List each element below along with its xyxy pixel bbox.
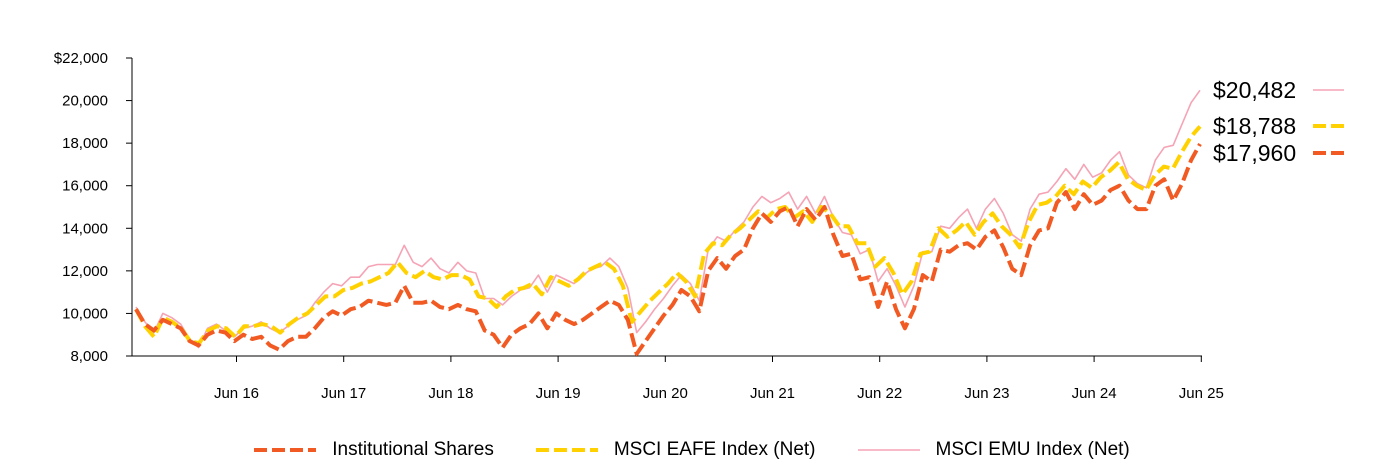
y-tick-label: 14,000 xyxy=(62,220,108,237)
x-tick-label: Jun 20 xyxy=(643,385,688,402)
y-tick-label: 8,000 xyxy=(70,348,108,365)
line-chart: $22,000 20,000 18,000 16,000 14,000 12,000 10,… xyxy=(54,50,1344,402)
series-line-institutional-shares xyxy=(134,143,1202,356)
legend-label-institutional-shares: Institutional Shares xyxy=(332,439,494,460)
y-axis: $22,000 20,000 18,000 16,000 14,000 12,000 10,… xyxy=(54,50,133,365)
legend-label-msci-emu: MSCI EMU Index (Net) xyxy=(935,439,1130,460)
y-tick-label: 10,000 xyxy=(62,305,108,322)
series-line-msci-eafe-index-net xyxy=(134,125,1202,346)
x-tick-label: Jun 18 xyxy=(428,385,473,402)
end-value-label: $18,788 xyxy=(1213,113,1296,139)
legend-label-msci-eafe: MSCI EAFE Index (Net) xyxy=(613,439,816,460)
x-tick-label: Jun 25 xyxy=(1179,385,1224,402)
y-tick-label: $22,000 xyxy=(54,50,108,67)
legend-item-msci-emu: MSCI EMU Index (Net) xyxy=(857,439,1130,461)
x-tick-label: Jun 23 xyxy=(964,385,1009,402)
x-tick-label: Jun 24 xyxy=(1072,385,1117,402)
legend-swatch-msci-emu xyxy=(857,449,920,451)
legend: Institutional Shares MSCI EAFE Index (Ne… xyxy=(0,436,1384,464)
end-value-label: $17,960 xyxy=(1213,140,1296,166)
y-tick-label: 18,000 xyxy=(62,135,108,152)
x-tick-label: Jun 19 xyxy=(536,385,581,402)
legend-swatch-institutional-shares xyxy=(254,448,317,452)
end-labels: $20,482 $18,788$17,960 xyxy=(1213,77,1344,166)
x-tick-label: Jun 22 xyxy=(857,385,902,402)
legend-swatch-msci-eafe xyxy=(535,448,598,452)
legend-item-institutional-shares: Institutional Shares xyxy=(254,439,494,461)
series-layer xyxy=(134,89,1202,356)
x-tick-label: Jun 21 xyxy=(750,385,795,402)
y-tick-label: 20,000 xyxy=(62,93,108,110)
y-tick-label: 12,000 xyxy=(62,263,108,280)
x-tick-label: Jun 17 xyxy=(321,385,366,402)
x-axis: Jun 16 Jun 17 Jun 18 Jun 19 Jun 20 Jun 21 Jun … xyxy=(132,355,1224,402)
legend-item-msci-eafe: MSCI EAFE Index (Net) xyxy=(535,439,816,461)
y-tick-label: 16,000 xyxy=(62,178,108,195)
x-tick-label: Jun 16 xyxy=(214,385,259,402)
end-value-label: $20,482 xyxy=(1213,77,1296,103)
